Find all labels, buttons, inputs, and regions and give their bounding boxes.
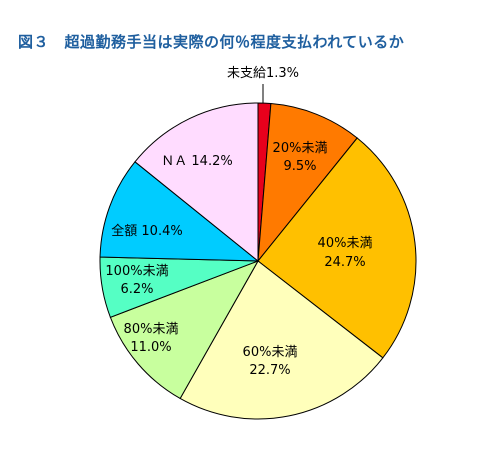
value-under20: 9.5%: [283, 159, 316, 174]
label-under80: 80%未満: [124, 322, 179, 337]
label-under100: 100%未満: [105, 264, 168, 279]
label-na: ＮＡ 14.2%: [161, 154, 232, 169]
chart-title: 図３ 超過勤務手当は実際の何％程度支払われているか: [18, 33, 405, 51]
pie-slice-6: [99, 161, 260, 262]
label-unpaid: 未支給1.3%: [227, 66, 299, 81]
label-under20: 20%未満: [273, 141, 328, 156]
pie-slice-4: [109, 260, 260, 400]
value-under60: 22.7%: [249, 363, 290, 378]
value-under100: 6.2%: [120, 282, 153, 297]
pie-slices: [99, 102, 417, 420]
pie-labels: 未支給1.3% 20%未満 9.5% 40%未満 24.7% 60%未満 22.…: [105, 66, 372, 378]
label-under60: 60%未満: [243, 345, 298, 360]
pie-slice-7: [134, 102, 259, 263]
value-under40: 24.7%: [324, 255, 365, 270]
label-under40: 40%未満: [318, 236, 373, 251]
pie-slice-1: [257, 102, 358, 263]
value-under80: 11.0%: [130, 340, 171, 355]
pie-slice-2: [257, 137, 417, 359]
pie-slice-3: [179, 260, 384, 420]
label-full: 全額 10.4%: [111, 223, 182, 239]
